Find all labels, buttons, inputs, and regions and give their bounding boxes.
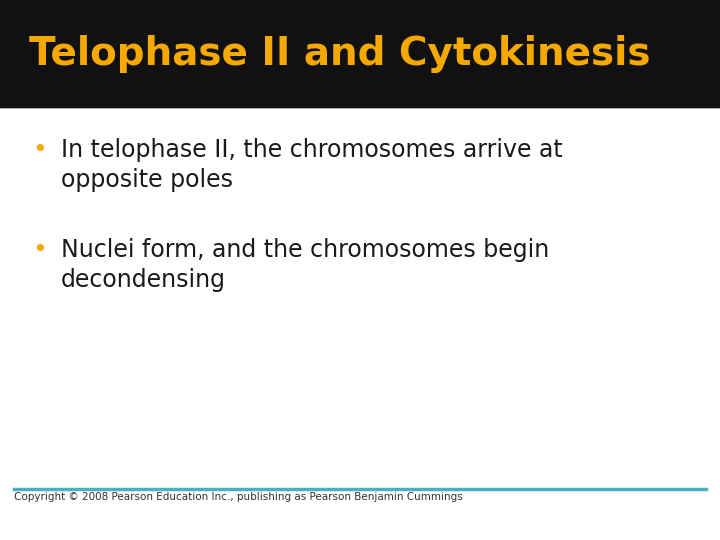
Text: Copyright © 2008 Pearson Education Inc., publishing as Pearson Benjamin Cummings: Copyright © 2008 Pearson Education Inc.,…: [14, 492, 463, 503]
Text: In telophase II, the chromosomes arrive at
opposite poles: In telophase II, the chromosomes arrive …: [61, 138, 563, 192]
Text: •: •: [32, 238, 47, 261]
Text: •: •: [32, 138, 47, 161]
Text: Nuclei form, and the chromosomes begin
decondensing: Nuclei form, and the chromosomes begin d…: [61, 238, 549, 292]
Text: Telophase II and Cytokinesis: Telophase II and Cytokinesis: [29, 35, 650, 73]
Bar: [0, 0, 720, 108]
